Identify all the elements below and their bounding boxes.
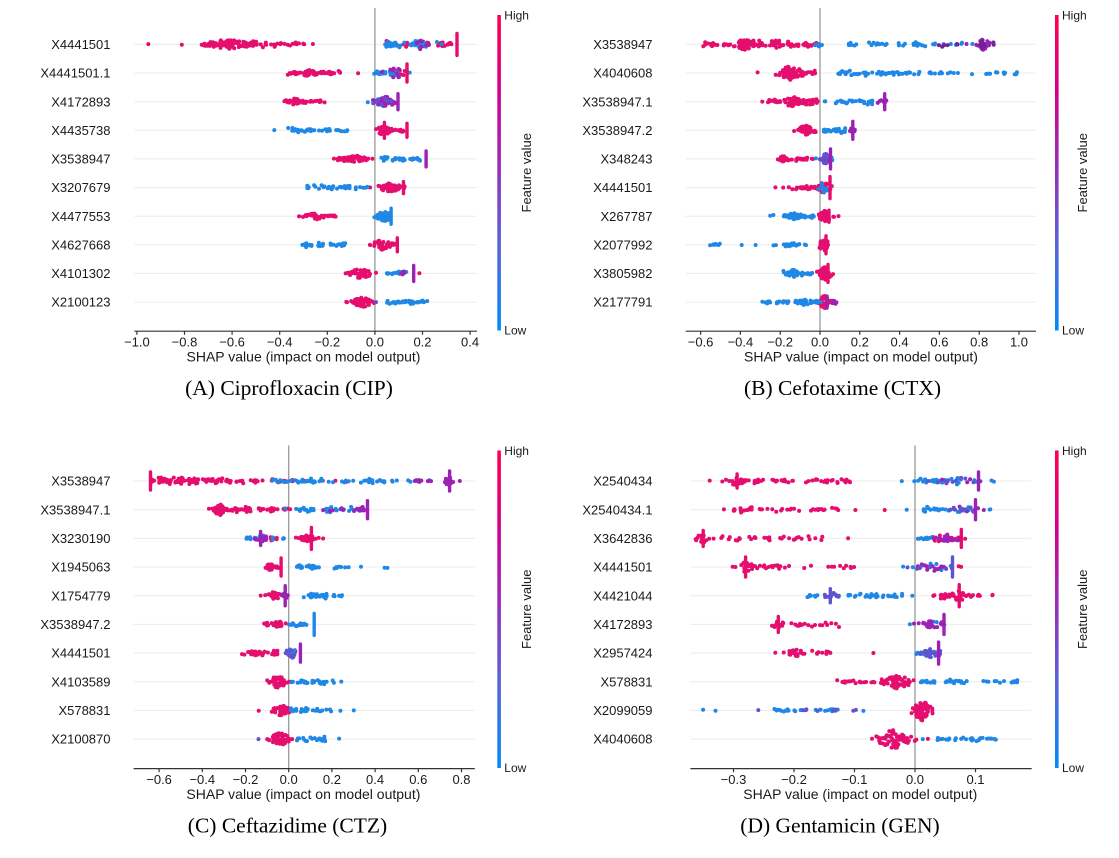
svg-text:X3642836: X3642836 xyxy=(593,531,652,546)
svg-text:X3538947.1: X3538947.1 xyxy=(40,502,110,517)
svg-text:X3805982: X3805982 xyxy=(593,266,652,281)
svg-text:0.4: 0.4 xyxy=(891,335,909,350)
svg-text:X267787: X267787 xyxy=(600,209,652,224)
svg-text:X2957424: X2957424 xyxy=(593,646,652,661)
svg-text:X4101302: X4101302 xyxy=(51,266,110,281)
svg-text:0.2: 0.2 xyxy=(851,335,869,350)
svg-text:X4441501: X4441501 xyxy=(593,180,652,195)
svg-text:X4441501: X4441501 xyxy=(51,37,110,52)
svg-text:X4435738: X4435738 xyxy=(51,123,110,138)
svg-text:0.4: 0.4 xyxy=(366,772,384,787)
svg-text:X3230190: X3230190 xyxy=(51,531,110,546)
svg-text:High: High xyxy=(1062,9,1087,23)
svg-text:SHAP value (impact on model ou: SHAP value (impact on model output) xyxy=(743,786,977,802)
svg-text:−0.1: −0.1 xyxy=(842,772,868,787)
svg-text:X4040608: X4040608 xyxy=(593,66,652,81)
svg-text:−0.2: −0.2 xyxy=(781,772,807,787)
svg-text:0.0: 0.0 xyxy=(280,772,298,787)
svg-text:Low: Low xyxy=(1062,324,1084,338)
svg-text:−0.2: −0.2 xyxy=(314,335,340,350)
svg-text:X2540434.1: X2540434.1 xyxy=(582,502,652,517)
svg-text:SHAP value (impact on model ou: SHAP value (impact on model output) xyxy=(187,349,421,365)
svg-text:Feature value: Feature value xyxy=(519,133,534,213)
svg-text:High: High xyxy=(1062,444,1087,458)
svg-text:Feature value: Feature value xyxy=(1075,133,1090,213)
svg-text:X578831: X578831 xyxy=(58,703,110,718)
svg-text:0.0: 0.0 xyxy=(906,772,924,787)
svg-text:X4627668: X4627668 xyxy=(51,237,110,252)
svg-text:(D) Gentamicin (GEN): (D) Gentamicin (GEN) xyxy=(740,814,939,838)
svg-text:X3538947: X3538947 xyxy=(51,152,110,167)
svg-text:X3538947.2: X3538947.2 xyxy=(40,617,110,632)
svg-text:−0.6: −0.6 xyxy=(146,772,172,787)
svg-text:−0.6: −0.6 xyxy=(688,335,714,350)
svg-text:0.2: 0.2 xyxy=(413,335,431,350)
svg-text:X2077992: X2077992 xyxy=(593,237,652,252)
svg-text:−1.0: −1.0 xyxy=(124,335,150,350)
svg-text:X3207679: X3207679 xyxy=(51,180,110,195)
svg-text:High: High xyxy=(504,444,529,458)
svg-text:0.8: 0.8 xyxy=(452,772,470,787)
svg-text:Feature value: Feature value xyxy=(519,570,534,650)
svg-text:Feature value: Feature value xyxy=(1075,570,1090,650)
svg-text:X4441501: X4441501 xyxy=(51,646,110,661)
svg-text:0.0: 0.0 xyxy=(811,335,829,350)
svg-text:X2540434: X2540434 xyxy=(593,474,652,489)
svg-text:−0.6: −0.6 xyxy=(219,335,245,350)
svg-text:X3538947: X3538947 xyxy=(51,474,110,489)
svg-text:−0.4: −0.4 xyxy=(189,772,215,787)
svg-text:(B) Cefotaxime (CTX): (B) Cefotaxime (CTX) xyxy=(744,376,941,400)
svg-text:X4441501.1: X4441501.1 xyxy=(40,66,110,81)
svg-text:X2100123: X2100123 xyxy=(51,295,110,310)
svg-text:X4441501: X4441501 xyxy=(593,560,652,575)
svg-text:X1754779: X1754779 xyxy=(51,588,110,603)
svg-text:Low: Low xyxy=(1062,761,1084,775)
svg-text:−0.2: −0.2 xyxy=(233,772,259,787)
svg-text:SHAP value (impact on model ou: SHAP value (impact on model output) xyxy=(744,349,978,365)
svg-text:0.6: 0.6 xyxy=(930,335,948,350)
svg-text:0.6: 0.6 xyxy=(409,772,427,787)
svg-text:X2177791: X2177791 xyxy=(593,295,652,310)
svg-text:X4477553: X4477553 xyxy=(51,209,110,224)
svg-text:(C) Ceftazidime (CTZ): (C) Ceftazidime (CTZ) xyxy=(188,814,387,838)
svg-text:X578831: X578831 xyxy=(600,674,652,689)
svg-text:X2099059: X2099059 xyxy=(593,703,652,718)
svg-text:X348243: X348243 xyxy=(600,152,652,167)
svg-text:X4040608: X4040608 xyxy=(593,732,652,747)
svg-text:−0.2: −0.2 xyxy=(767,335,793,350)
svg-text:X2100870: X2100870 xyxy=(51,732,110,747)
svg-text:X3538947.1: X3538947.1 xyxy=(582,94,652,109)
svg-text:−0.4: −0.4 xyxy=(728,335,754,350)
svg-text:0.1: 0.1 xyxy=(966,772,984,787)
svg-text:Low: Low xyxy=(504,761,526,775)
svg-text:X4172893: X4172893 xyxy=(51,94,110,109)
svg-text:0.8: 0.8 xyxy=(970,335,988,350)
svg-text:1.0: 1.0 xyxy=(1010,335,1028,350)
svg-text:−0.3: −0.3 xyxy=(721,772,747,787)
svg-text:High: High xyxy=(504,9,529,23)
svg-text:Low: Low xyxy=(504,324,526,338)
svg-text:X3538947: X3538947 xyxy=(593,37,652,52)
svg-text:0.0: 0.0 xyxy=(366,335,384,350)
svg-text:X3538947.2: X3538947.2 xyxy=(582,123,652,138)
svg-text:SHAP value (impact on model ou: SHAP value (impact on model output) xyxy=(186,786,420,802)
svg-text:(A) Ciprofloxacin (CIP): (A) Ciprofloxacin (CIP) xyxy=(185,376,393,400)
svg-text:X4103589: X4103589 xyxy=(51,674,110,689)
svg-text:X4172893: X4172893 xyxy=(593,617,652,632)
svg-text:−0.4: −0.4 xyxy=(267,335,293,350)
svg-text:0.2: 0.2 xyxy=(323,772,341,787)
svg-text:X1945063: X1945063 xyxy=(51,560,110,575)
svg-text:X4421044: X4421044 xyxy=(593,588,652,603)
svg-text:0.4: 0.4 xyxy=(461,335,479,350)
svg-text:−0.8: −0.8 xyxy=(172,335,198,350)
